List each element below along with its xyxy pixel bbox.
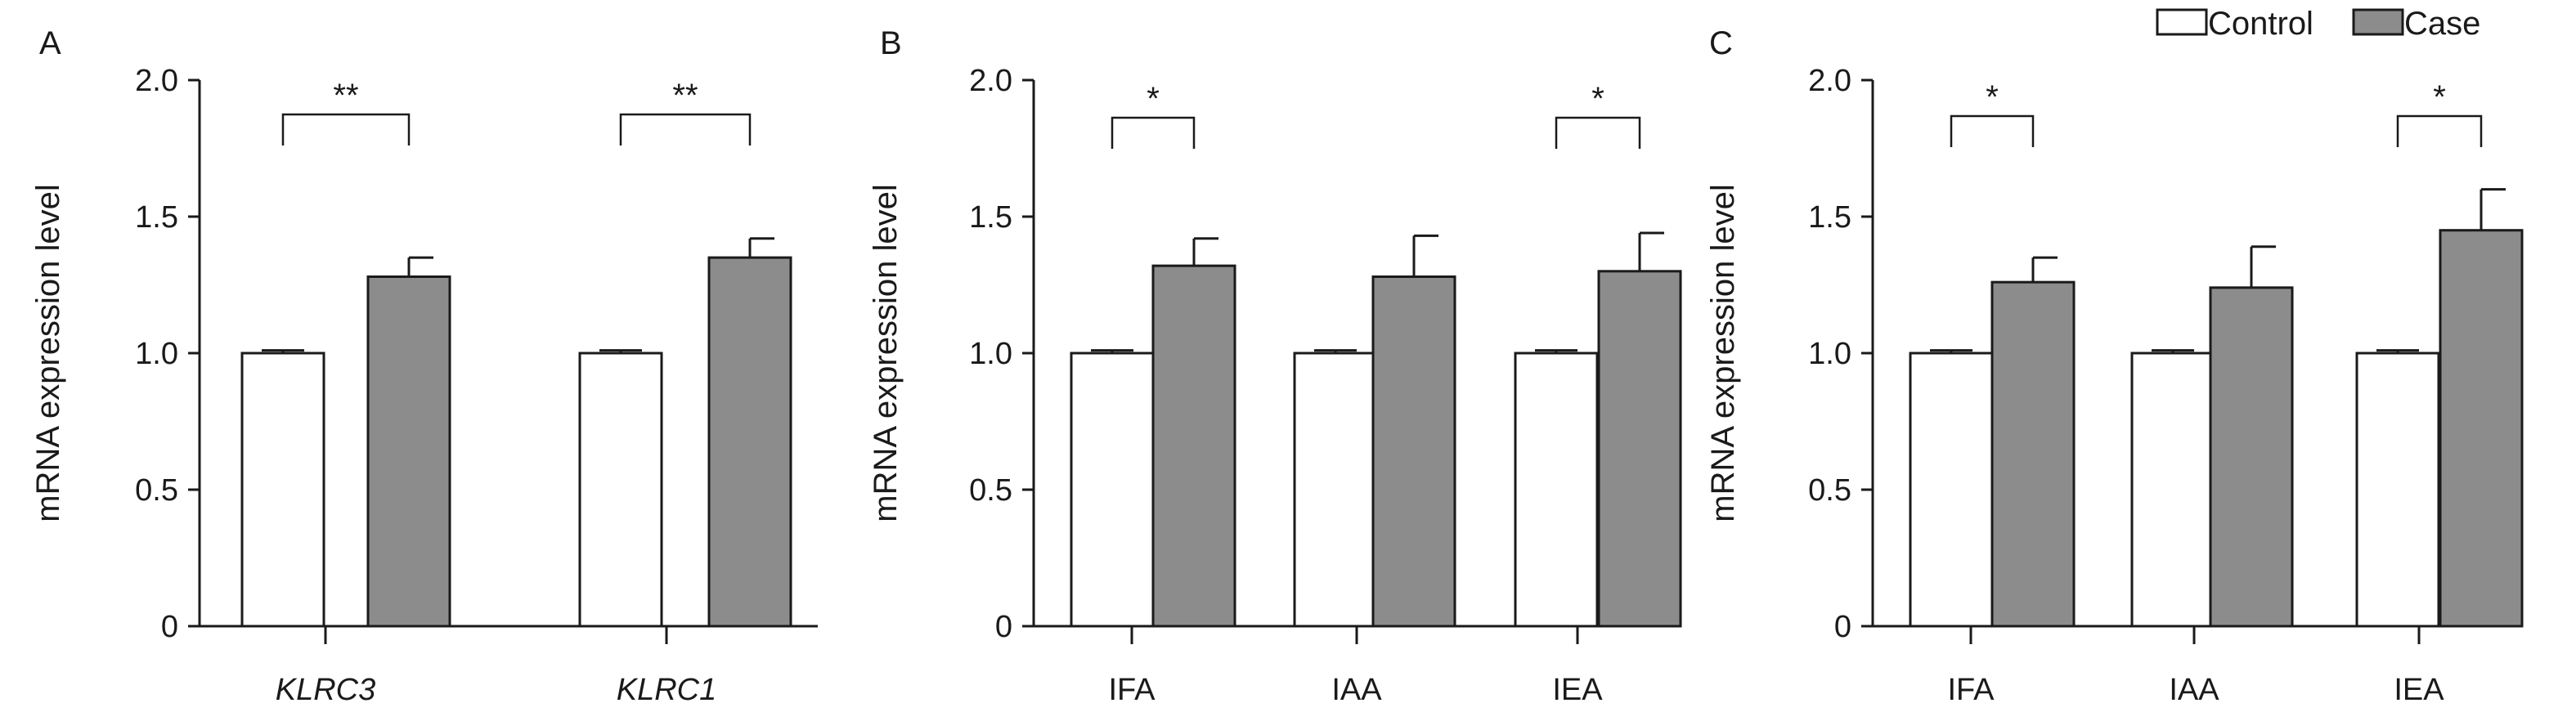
panel-a: A 0 0.5 1.0 1.5 2.0 mRNA expression level KLRC3… — [30, 25, 818, 707]
panel-letter: A — [39, 25, 61, 61]
y-tick-label: 1.0 — [135, 337, 178, 371]
legend-swatch-case — [2352, 8, 2404, 36]
y-tick-label: 0.5 — [1808, 473, 1851, 508]
significance-bracket — [281, 113, 411, 146]
bar-case — [1990, 280, 2076, 628]
y-tick-label: 2.0 — [1808, 64, 1851, 98]
y-axis-title: mRNA expression level — [30, 184, 66, 522]
x-tick-label: IAA — [1331, 673, 1382, 707]
bar-control — [1514, 352, 1599, 628]
legend-label-control: Control — [2208, 6, 2313, 42]
x-tick-label: KLRC3 — [276, 673, 376, 707]
bar-control — [1909, 352, 1994, 628]
y-tick-label: 0.5 — [969, 473, 1012, 508]
significance-label: ** — [672, 78, 698, 114]
x-tick-label: IFA — [1108, 673, 1156, 707]
x-tick-label: IFA — [1947, 673, 1995, 707]
bar-control — [2355, 352, 2440, 628]
bar-case — [2439, 229, 2524, 628]
significance-label: * — [2433, 79, 2446, 115]
panel-letter: C — [1709, 25, 1733, 61]
y-tick-label: 0 — [995, 610, 1012, 644]
bar-case — [707, 256, 792, 628]
y-axis-title: mRNA expression level — [1705, 184, 1741, 522]
x-tick-label: IEA — [1552, 673, 1603, 707]
y-tick-label: 0.5 — [135, 473, 178, 508]
bar-control — [1293, 352, 1378, 628]
y-tick-label: 2.0 — [135, 64, 178, 98]
bar-control — [1070, 352, 1155, 628]
significance-label: * — [1147, 81, 1160, 117]
legend-label-case: Case — [2404, 6, 2480, 42]
y-tick-label: 2.0 — [969, 64, 1012, 98]
bar-case — [1597, 270, 1682, 628]
panel-c: C 0 0.5 1.0 1.5 2.0 mRNA expression level IFA * I… — [1705, 25, 2524, 707]
panel-letter: B — [880, 25, 902, 61]
panel-b: B 0 0.5 1.0 1.5 2.0 mRNA expression level IFA * I… — [868, 25, 1682, 707]
significance-bracket — [1950, 114, 2035, 147]
y-tick-label: 1.5 — [969, 200, 1012, 235]
legend: Control Case — [2156, 6, 2480, 42]
y-tick-label: 1.0 — [969, 337, 1012, 371]
y-tick-label: 1.5 — [1808, 200, 1851, 235]
significance-label: * — [1986, 79, 1999, 115]
bar-case — [1371, 275, 1456, 628]
legend-swatch-control — [2156, 8, 2208, 36]
y-axis-title: mRNA expression level — [868, 184, 904, 522]
y-tick-label: 1.5 — [135, 200, 178, 235]
significance-bracket — [2396, 114, 2483, 147]
significance-label: * — [1591, 81, 1604, 117]
bar-case — [1151, 264, 1236, 628]
y-tick-label: 0 — [161, 610, 178, 644]
bar-control — [578, 352, 663, 628]
x-tick-label: KLRC1 — [617, 673, 717, 707]
bar-control — [240, 352, 325, 628]
x-tick-label: IAA — [2169, 673, 2219, 707]
x-tick-label: IEA — [2394, 673, 2444, 707]
bar-control — [2130, 352, 2215, 628]
y-tick-label: 0 — [1834, 610, 1851, 644]
significance-bracket — [1555, 116, 1641, 149]
significance-bracket — [1111, 116, 1196, 149]
significance-bracket — [619, 113, 752, 146]
y-tick-label: 1.0 — [1808, 337, 1851, 371]
bar-case — [2209, 286, 2294, 628]
bar-case — [366, 275, 451, 628]
significance-label: ** — [333, 78, 358, 114]
